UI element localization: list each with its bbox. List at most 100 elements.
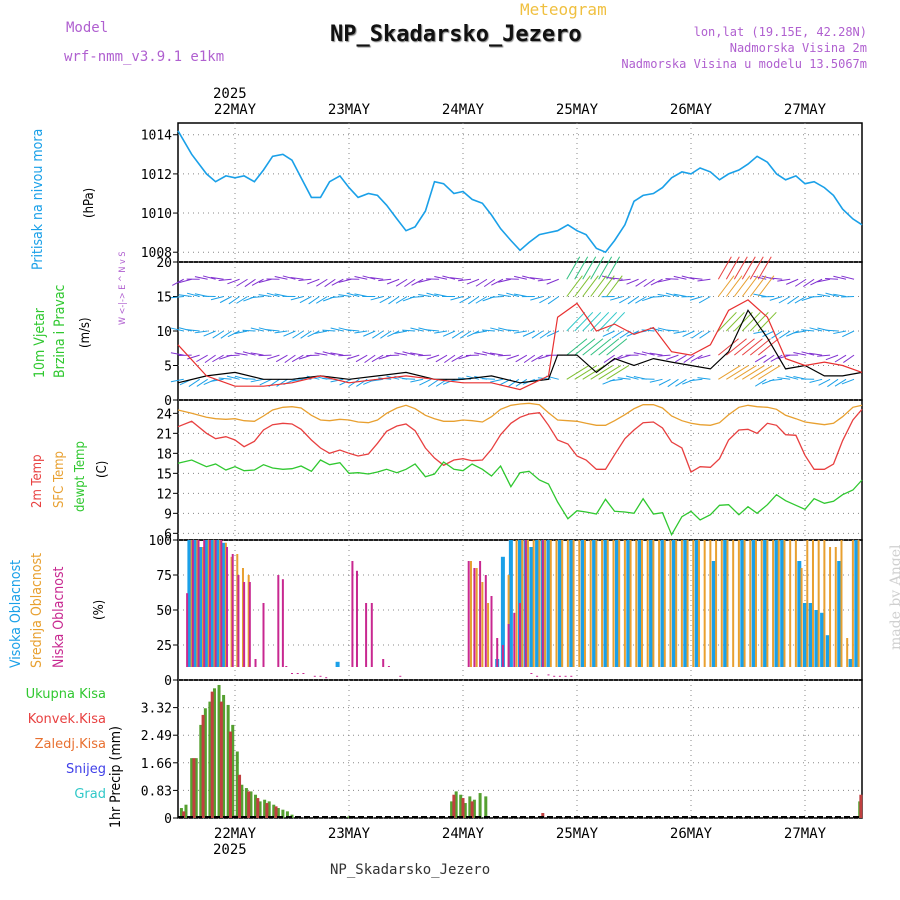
wind-gust-line [177, 299, 863, 391]
wind-arrow [348, 378, 360, 388]
y-tick-label: 5 [164, 360, 172, 375]
x-tick-label-top: 26MAY [670, 102, 713, 118]
cloud-bar [243, 582, 246, 667]
wind-arrow [242, 351, 256, 356]
wind-arrow [244, 278, 256, 288]
wind-arrow [316, 296, 328, 304]
precip-bar [199, 724, 203, 818]
wind-arrow [251, 278, 264, 286]
precip-bar [240, 784, 244, 818]
cloud-bar [231, 554, 234, 667]
wind-arrow [290, 378, 304, 382]
wind-arrow [793, 352, 807, 356]
wind-arrow [757, 256, 772, 280]
cloud-bar [202, 547, 205, 667]
wind-arrow [771, 330, 783, 339]
cloud-bar [811, 540, 814, 667]
wind-arrow [475, 278, 488, 287]
wind-arrow [841, 296, 855, 298]
x-tick-label-bottom: 26MAY [670, 826, 713, 842]
wind-arrow [466, 278, 480, 285]
wind-arrow [757, 275, 775, 297]
wind-arrow [426, 292, 440, 297]
wind-arrow [330, 327, 344, 332]
cloud-bar [837, 561, 842, 667]
cloud-bar [564, 675, 567, 677]
wind-arrow [598, 275, 615, 297]
cloud-bar [553, 675, 556, 677]
precip-bar [470, 801, 474, 818]
model-elevation-label: Nadmorska Visina u modelu 13.5067m [621, 57, 867, 71]
cloud-bar [749, 540, 752, 667]
wind-arrow [566, 311, 586, 332]
wind-arrow [513, 293, 527, 297]
cloud-bar [637, 540, 642, 667]
wind-arrow [394, 352, 408, 356]
cloud-bar [626, 540, 631, 667]
wind-arrow [362, 275, 376, 280]
wind-arrow [566, 365, 590, 380]
wind-arrow [635, 278, 647, 287]
wind-arrow [505, 329, 519, 332]
wind-arrow [234, 352, 248, 356]
cloud-bar [547, 674, 550, 676]
y-tick-label: 21 [156, 427, 172, 442]
precip-bar [285, 811, 289, 818]
wind-arrow [418, 354, 432, 357]
cloud-bar [538, 540, 541, 667]
elevation-label: Nadmorska Visina 2m [729, 41, 867, 55]
cloud-bar [649, 540, 654, 667]
wind-arrow [410, 352, 424, 356]
cloud-mid-title: Srednja Oblacnost [29, 552, 45, 668]
wind-arrow [306, 354, 320, 357]
wind-arrow [682, 330, 695, 337]
cloud-bar [723, 540, 728, 667]
wind-arrow [598, 338, 620, 356]
pressure-axis-title: Pritisak na nivou mora [30, 128, 46, 270]
wind-arrow [507, 378, 520, 388]
precip-bar [203, 708, 207, 818]
y-tick-label: 18 [156, 447, 172, 462]
wind-arrow [435, 354, 448, 363]
cloud-bar [204, 540, 209, 667]
cloud-bar [683, 540, 688, 667]
wind-arrow [733, 256, 748, 280]
wind-arrow [236, 296, 248, 304]
temp-unit: (C) [95, 460, 110, 478]
wind-arrow [757, 338, 779, 356]
y-tick-label: 15 [156, 291, 172, 306]
cloud-bar [496, 638, 499, 667]
wind-arrow [666, 354, 679, 360]
wind-arrow [606, 365, 629, 380]
cloud-bar [248, 582, 251, 667]
cloud-bar [614, 540, 619, 667]
wind-arrow [641, 329, 655, 332]
wind-arrow [290, 276, 304, 280]
precip-bar [459, 794, 463, 818]
cloud-bar [589, 540, 592, 667]
wind-arrow [354, 276, 368, 280]
wind-arrow [450, 296, 464, 301]
wind-arrow [649, 378, 663, 383]
precip-bar [272, 804, 276, 818]
wind-arrow [402, 378, 416, 380]
wind-arrow [395, 278, 408, 287]
cloud-bar [669, 540, 672, 667]
panel-frame [177, 122, 863, 263]
wind-arrow [219, 296, 232, 304]
wind-arrow [331, 278, 344, 286]
precip-bar [265, 803, 269, 818]
wind-arrow [490, 378, 504, 383]
cloud-bar [213, 540, 216, 667]
temp-line [177, 402, 863, 426]
precip-bar [222, 694, 226, 818]
wind-arrow [689, 378, 703, 382]
precip-bar [228, 731, 232, 818]
cloud-bar [825, 635, 830, 667]
cloud-bar [603, 540, 608, 667]
wind-arrow [330, 378, 344, 383]
wind-arrow [226, 375, 240, 380]
cloud-bar [473, 568, 476, 667]
cloud-low-title: Niska Oblacnost [51, 566, 67, 669]
cloud-bar [508, 540, 513, 667]
